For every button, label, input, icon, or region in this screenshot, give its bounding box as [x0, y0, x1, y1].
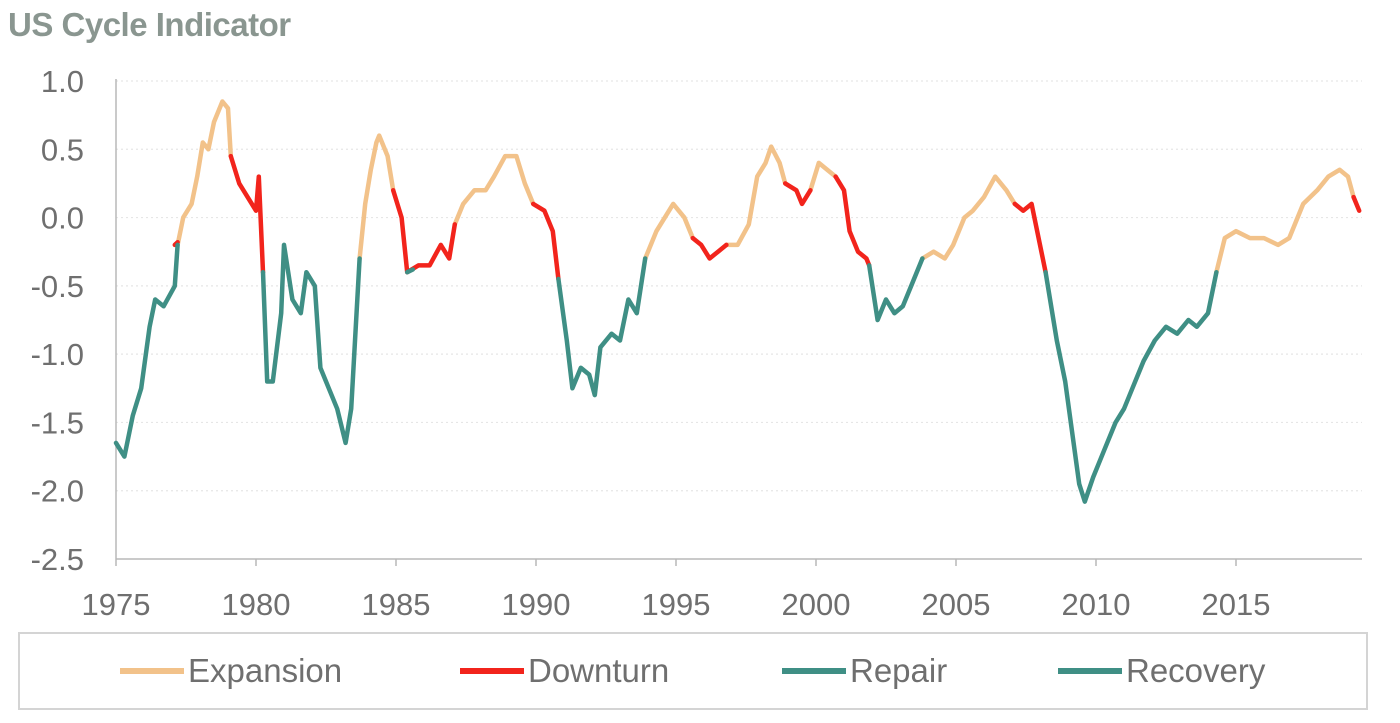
- series-line-downturn-8: [1351, 194, 1362, 213]
- series-line-repair-2: [866, 256, 925, 323]
- y-tick-label: -0.5: [31, 269, 84, 304]
- x-tick-label: 1975: [82, 587, 151, 622]
- chart-plot: 1.0 0.5 0.0 -0.5 -1.0 -1.5 -2.0 -2.5 1975 1980 198…: [31, 64, 1362, 622]
- chart-legend: Expansion Downturn Repair Recovery: [18, 632, 1368, 710]
- x-tick-label: 1990: [502, 587, 571, 622]
- legend-item-expansion: Expansion: [120, 652, 342, 690]
- series-line-recovery-0: [113, 242, 180, 459]
- legend-item-repair: Repair: [782, 652, 947, 690]
- series-line-expansion-6: [920, 174, 1018, 261]
- x-tick-label: 1985: [362, 587, 431, 622]
- series-line-expansion-2: [452, 153, 536, 227]
- y-tick-label: -2.0: [31, 474, 84, 509]
- y-tick-label: -2.5: [31, 542, 84, 577]
- series-line-expansion-3: [642, 201, 696, 261]
- legend-swatch-downturn: [460, 668, 524, 674]
- series-line-recovery-1: [404, 267, 416, 275]
- x-tick-label: 1980: [222, 587, 291, 622]
- legend-label-recovery: Recovery: [1126, 652, 1266, 689]
- series-line-downturn-5: [782, 181, 813, 207]
- series-line-expansion-4: [724, 144, 788, 248]
- series-line-repair-0: [260, 242, 362, 446]
- legend-item-recovery: Recovery: [1058, 652, 1265, 690]
- legend-swatch-repair: [782, 668, 846, 674]
- x-tick-label: 2010: [1062, 587, 1131, 622]
- series-line-downturn-4: [690, 235, 729, 261]
- y-tick-label: -1.5: [31, 405, 84, 440]
- x-tick-label: 2000: [782, 587, 851, 622]
- series-line-repair-3: [1043, 269, 1219, 504]
- series-line-downturn-1: [228, 153, 266, 275]
- legend-label-downturn: Downturn: [528, 652, 670, 689]
- series-line-downturn-2: [390, 188, 458, 275]
- y-tick-label: 1.0: [41, 64, 84, 99]
- chart-title: US Cycle Indicator: [8, 6, 291, 43]
- series-line-downturn-7: [1012, 201, 1048, 275]
- y-tick-label: 0.5: [41, 132, 84, 167]
- y-tick-label: -1.0: [31, 337, 84, 372]
- series-line-expansion-1: [357, 133, 396, 261]
- y-tick-label: 0.0: [41, 201, 84, 236]
- legend-swatch-recovery: [1058, 668, 1122, 674]
- x-tick-label: 2015: [1202, 587, 1271, 622]
- legend-item-downturn: Downturn: [460, 652, 669, 690]
- legend-swatch-expansion: [120, 668, 184, 674]
- legend-label-repair: Repair: [850, 652, 948, 689]
- series-line-expansion-5: [808, 160, 838, 193]
- series-line-expansion-7: [1214, 167, 1356, 275]
- series-line-expansion-0: [175, 99, 234, 248]
- series-line-downturn-3: [530, 201, 561, 282]
- series-line-repair-1: [556, 256, 648, 398]
- x-tick-label: 1995: [642, 587, 711, 622]
- legend-label-expansion: Expansion: [188, 652, 343, 689]
- x-tick-label: 2005: [922, 587, 991, 622]
- series-line-downturn-6: [833, 174, 872, 268]
